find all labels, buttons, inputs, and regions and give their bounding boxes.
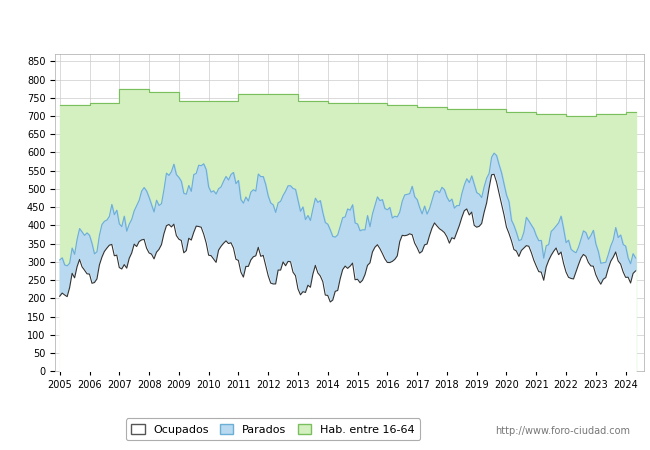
Text: El Pedernoso - Evolucion de la poblacion en edad de Trabajar Mayo de 2024: El Pedernoso - Evolucion de la poblacion… [72,17,578,30]
Text: http://www.foro-ciudad.com: http://www.foro-ciudad.com [495,426,630,436]
Legend: Ocupados, Parados, Hab. entre 16-64: Ocupados, Parados, Hab. entre 16-64 [125,418,420,440]
